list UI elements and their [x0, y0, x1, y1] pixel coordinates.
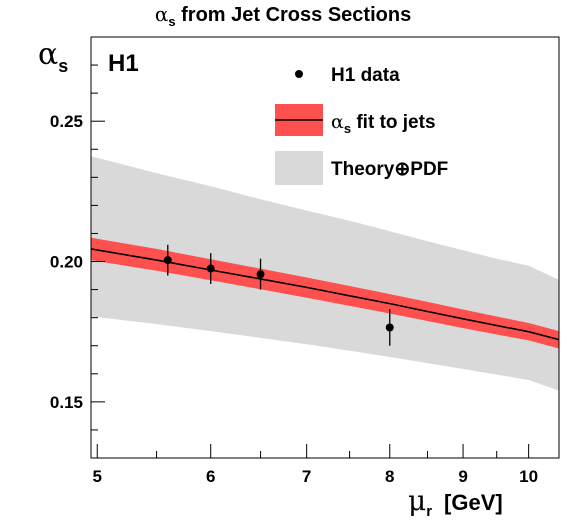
- x-tick-label: 5: [93, 467, 102, 486]
- fit-curve-layer: [90, 248, 560, 341]
- legend: H1 data αs fit to jets Theory⊕PDF: [275, 65, 448, 185]
- legend-data-label: H1 data: [331, 65, 400, 86]
- chart-title-rest: from Jet Cross Sections: [176, 4, 412, 26]
- legend-fit-label: αs fit to jets: [331, 111, 436, 136]
- data-points-layer: [163, 244, 394, 346]
- data-marker: [256, 270, 265, 279]
- x-axis-label-subscript: r: [426, 503, 432, 520]
- x-axis-label-unit: [GeV]: [444, 490, 503, 515]
- y-tick-label: 0.20: [50, 253, 83, 272]
- x-tick-label: 6: [206, 467, 215, 486]
- y-axis-label-greek: α: [38, 37, 58, 72]
- bands-layer: [91, 156, 559, 391]
- data-marker: [163, 256, 172, 265]
- x-tick-label: 10: [519, 467, 538, 486]
- legend-fit-greek: α: [331, 111, 344, 133]
- legend-fit-subscript: s: [344, 121, 351, 136]
- fit-central-line: [90, 248, 560, 341]
- x-tick-label: 8: [385, 467, 394, 486]
- plot-frame: [90, 36, 560, 459]
- data-point: [385, 309, 394, 346]
- legend-data-marker: [295, 70, 303, 78]
- ticks-layer: 0.15 0.20 0.25 5 6 7 8 9 10: [50, 36, 560, 486]
- legend-theory-swatch: [275, 151, 323, 185]
- chart-title-subscript: s: [168, 14, 175, 29]
- y-axis-label: αs: [38, 37, 68, 76]
- x-tick-label: 9: [458, 467, 467, 486]
- y-axis-label-subscript: s: [58, 56, 68, 76]
- chart-title-greek: α: [155, 2, 169, 26]
- x-axis-label-greek: μ: [408, 484, 426, 517]
- y-tick-label: 0.25: [50, 112, 83, 131]
- fit-band: [91, 237, 559, 349]
- data-marker: [206, 264, 215, 273]
- data-point: [256, 258, 265, 290]
- legend-theory-label: Theory⊕PDF: [331, 159, 448, 180]
- data-point: [163, 244, 172, 276]
- experiment-label: H1: [108, 50, 139, 77]
- data-marker: [385, 323, 394, 332]
- chart-title: αs from Jet Cross Sections: [155, 2, 411, 29]
- theory-pdf-band: [91, 156, 559, 391]
- x-axis-label: μr [GeV]: [408, 484, 503, 520]
- data-point: [206, 253, 215, 284]
- x-tick-label: 7: [302, 467, 311, 486]
- y-tick-label: 0.15: [50, 393, 83, 412]
- legend-fit-rest: fit to jets: [351, 112, 435, 133]
